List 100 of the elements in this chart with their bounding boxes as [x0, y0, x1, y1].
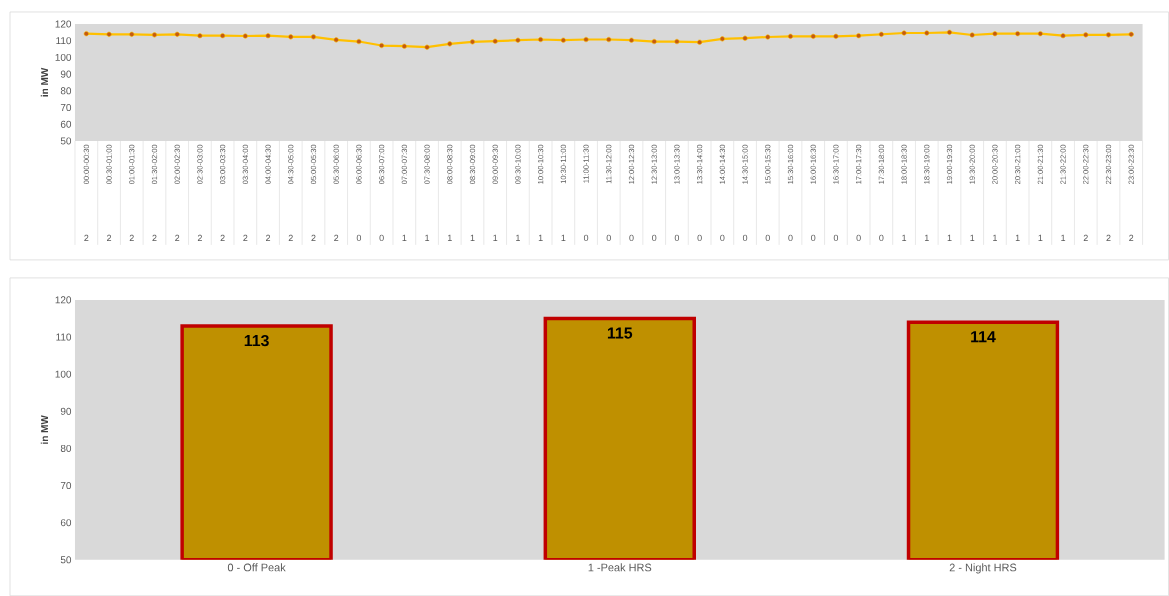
y-axis-title: in MW [40, 67, 49, 97]
point [197, 32, 203, 39]
point [560, 37, 566, 43]
point [1128, 31, 1134, 37]
point [924, 30, 930, 36]
point [538, 36, 544, 43]
point [833, 33, 839, 39]
point [174, 31, 180, 37]
point [469, 39, 476, 45]
y-axis-title: in MW [40, 415, 49, 444]
text: 0 [742, 234, 748, 241]
text: 2 [243, 234, 248, 241]
point [333, 37, 339, 43]
text: 2 [266, 234, 271, 241]
y-tick-label: 120 [55, 296, 72, 304]
text: 1 [970, 234, 975, 241]
point [901, 30, 907, 36]
point [628, 37, 635, 43]
text: 2 [84, 234, 89, 241]
point [606, 36, 612, 43]
point [1037, 30, 1043, 37]
point [265, 32, 271, 39]
point [856, 32, 862, 39]
data-label: 115 [607, 327, 633, 339]
point [83, 30, 89, 37]
point [129, 31, 135, 37]
text: 0 [356, 234, 362, 241]
text: 0 [606, 234, 611, 241]
data-label: 113 [244, 334, 269, 347]
text: 1 [561, 234, 566, 241]
text: 0 [583, 234, 589, 241]
text: 2 [107, 234, 112, 241]
point [424, 44, 430, 50]
text: 1 [447, 234, 452, 241]
point [810, 33, 816, 39]
point [651, 38, 657, 45]
y-tick-label: 80 [60, 87, 72, 95]
point [1060, 32, 1066, 39]
point [151, 32, 158, 38]
x-tick-label: 1 -Peak HRS [588, 563, 652, 572]
x-tick-label: 2 - Night HRS [949, 563, 1017, 574]
point [719, 36, 725, 42]
y-tick-label: 120 [55, 20, 72, 28]
text: 1 [947, 234, 952, 241]
text: 2 [197, 234, 202, 241]
point [288, 34, 294, 40]
text: 0 [879, 234, 884, 241]
point [515, 37, 521, 43]
text: 2 [1129, 234, 1134, 241]
x-tick-label: 0 - Off Peak [227, 563, 286, 572]
y-tick-label: 90 [60, 407, 72, 415]
text: 0 [765, 234, 770, 241]
y-tick-label: 50 [60, 137, 72, 145]
text: 2 [288, 234, 293, 241]
text: 2 [334, 234, 339, 241]
text: 0 [788, 234, 793, 241]
point [787, 33, 794, 39]
y-tick-label: 90 [60, 70, 72, 78]
text: 1 [493, 234, 498, 241]
data-label: 114 [971, 331, 996, 343]
text: 1 [402, 234, 407, 241]
text: 1 [924, 234, 929, 241]
y-tick-label: 100 [55, 53, 72, 61]
y-tick-label: 60 [60, 120, 72, 128]
point [492, 38, 498, 44]
text: 2 [311, 234, 316, 241]
text: 0 [811, 234, 816, 241]
text: 0 [652, 234, 657, 241]
text: 1 [516, 234, 520, 241]
text: 0 [720, 234, 725, 241]
y-tick-label: 50 [60, 556, 72, 564]
text: 1 [1038, 234, 1043, 241]
text: 2 [175, 234, 180, 241]
y-tick-label: 80 [60, 444, 72, 452]
text: 1 [425, 234, 430, 241]
y-tick-label: 110 [56, 37, 72, 45]
text: 2 [152, 234, 157, 241]
text: 1 [1015, 234, 1020, 241]
text: 2 [1106, 234, 1111, 241]
y-tick-label: 110 [56, 333, 72, 341]
y-tick-label: 60 [60, 519, 72, 527]
point [969, 32, 975, 38]
text: 2 [129, 234, 134, 241]
point [1105, 32, 1112, 38]
point [1083, 32, 1089, 38]
point [697, 39, 703, 45]
point [242, 33, 248, 39]
text: 2 [1083, 234, 1088, 241]
text: 0 [379, 234, 384, 241]
point [742, 35, 748, 41]
text: 1 [1061, 234, 1066, 241]
point [1015, 30, 1021, 37]
text: 0 [833, 234, 839, 241]
text: 0 [856, 234, 861, 241]
point [878, 31, 884, 37]
point [765, 34, 771, 40]
text: 1 [902, 234, 907, 241]
text: 2 [220, 234, 225, 241]
y-tick-label: 70 [60, 481, 72, 489]
text: 0 [674, 234, 680, 241]
